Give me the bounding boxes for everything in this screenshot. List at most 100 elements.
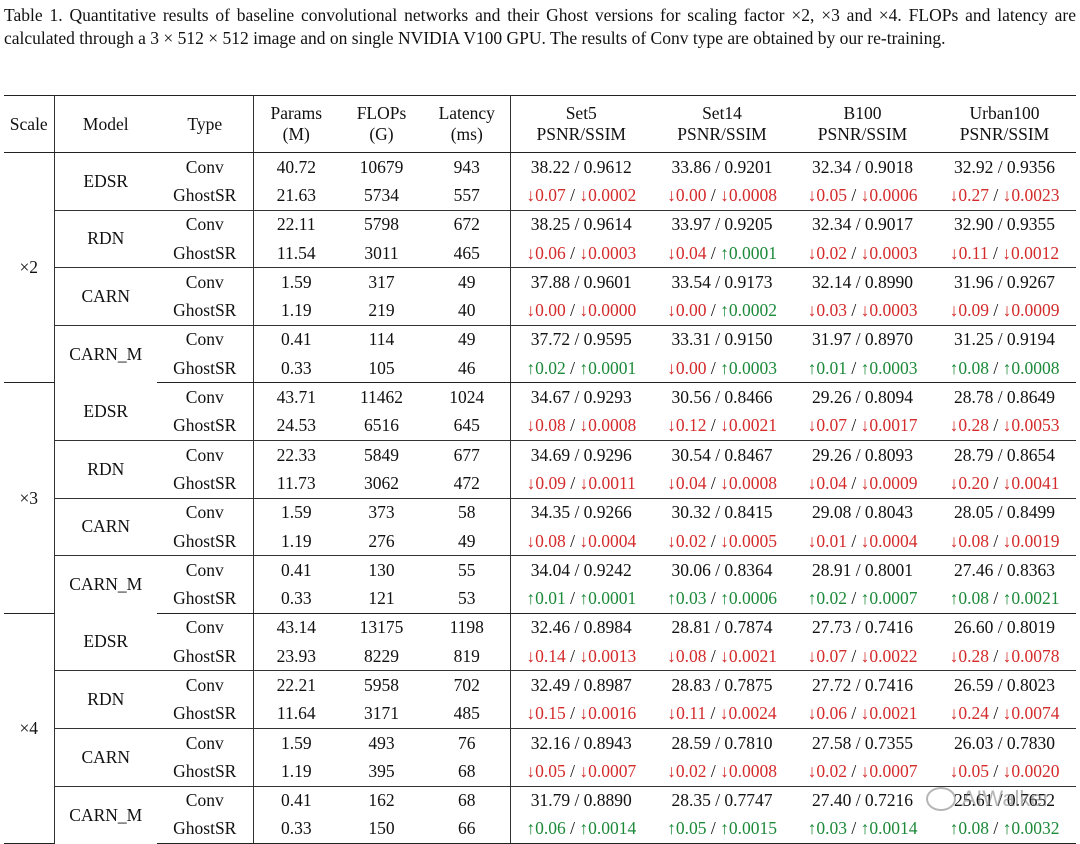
params-conv: 22.21	[253, 671, 339, 700]
type-ghost: GhostSR	[157, 469, 253, 498]
psnr-delta: ↓0.04	[808, 473, 847, 493]
urban100-conv: 31.96 / 0.9267	[933, 268, 1076, 297]
set5-conv: 34.69 / 0.9296	[510, 440, 652, 469]
set14-conv: 33.31 / 0.9150	[652, 325, 792, 354]
type-ghost: GhostSR	[157, 527, 253, 556]
set5-delta: ↓0.15 / ↓0.0016	[510, 700, 652, 729]
flops-conv: 10679	[339, 153, 424, 182]
psnr-delta: ↓0.14	[526, 646, 565, 666]
latency-conv: 702	[424, 671, 510, 700]
set5-delta: ↓0.00 / ↓0.0000	[510, 296, 652, 325]
params-ghost: 11.73	[253, 469, 339, 498]
model-name: CARN	[54, 268, 157, 326]
b100-delta: ↓0.02 / ↓0.0007	[792, 757, 933, 786]
set5-conv: 34.67 / 0.9293	[510, 383, 652, 412]
psnr-delta: ↓0.24	[950, 703, 989, 723]
set14-delta: ↓0.00 / ↑0.0003	[652, 354, 792, 383]
type-ghost: GhostSR	[157, 815, 253, 844]
set14-delta: ↓0.08 / ↓0.0021	[652, 642, 792, 671]
ssim-delta: ↓0.0022	[861, 646, 918, 666]
params-conv: 1.59	[253, 268, 339, 297]
ssim-delta: ↓0.0017	[861, 415, 918, 435]
type-conv: Conv	[157, 786, 253, 815]
ssim-delta: ↓0.0041	[1003, 473, 1060, 493]
latency-conv: 1198	[424, 613, 510, 642]
psnr-delta: ↑0.08	[950, 818, 989, 838]
b100-conv: 32.34 / 0.9018	[792, 153, 933, 182]
params-conv: 1.59	[253, 728, 339, 757]
b100-conv: 29.08 / 0.8043	[792, 498, 933, 527]
set5-delta: ↓0.09 / ↓0.0011	[510, 469, 652, 498]
set14-conv: 33.97 / 0.9205	[652, 210, 792, 239]
model-name: CARN_M	[54, 786, 157, 844]
header-metric-b100: PSNR/SSIM	[792, 124, 933, 153]
params-conv: 0.41	[253, 325, 339, 354]
psnr-delta: ↓0.09	[527, 473, 566, 493]
b100-conv: 29.26 / 0.8093	[792, 440, 933, 469]
params-conv: 22.33	[253, 440, 339, 469]
set14-conv: 33.54 / 0.9173	[652, 268, 792, 297]
latency-ghost: 53	[424, 584, 510, 613]
urban100-conv: 31.25 / 0.9194	[933, 325, 1076, 354]
set14-delta: ↓0.04 / ↓0.0008	[652, 469, 792, 498]
ssim-delta: ↓0.0006	[861, 185, 918, 205]
params-ghost: 11.54	[253, 239, 339, 268]
flops-ghost: 5734	[339, 181, 424, 210]
model-name: EDSR	[54, 153, 157, 211]
b100-conv: 28.91 / 0.8001	[792, 556, 933, 585]
ssim-delta: ↑0.0001	[720, 243, 777, 263]
set5-delta: ↑0.02 / ↑0.0001	[510, 354, 652, 383]
type-conv: Conv	[157, 325, 253, 354]
watermark: AIWalker	[926, 786, 1050, 812]
header-set5: Set5	[510, 96, 652, 125]
ssim-delta: ↓0.0004	[579, 531, 636, 551]
urban100-conv: 26.60 / 0.8019	[933, 613, 1076, 642]
set5-conv: 37.88 / 0.9601	[510, 268, 652, 297]
ssim-delta: ↓0.0009	[861, 473, 918, 493]
set14-delta: ↑0.03 / ↑0.0006	[652, 584, 792, 613]
psnr-delta: ↓0.00	[667, 185, 706, 205]
header-model: Model	[54, 96, 157, 153]
latency-conv: 68	[424, 786, 510, 815]
header-latency-unit: (ms)	[424, 124, 510, 153]
psnr-delta: ↓0.02	[667, 531, 706, 551]
psnr-delta: ↓0.02	[808, 243, 847, 263]
b100-conv: 27.40 / 0.7216	[792, 786, 933, 815]
set14-delta: ↑0.05 / ↑0.0015	[652, 815, 792, 844]
latency-ghost: 46	[424, 354, 510, 383]
psnr-delta: ↓0.11	[950, 243, 989, 263]
set5-conv: 32.16 / 0.8943	[510, 728, 652, 757]
b100-delta: ↑0.03 / ↑0.0014	[792, 815, 933, 844]
model-name: RDN	[54, 210, 157, 268]
scale-label: ×4	[4, 613, 54, 843]
psnr-delta: ↑0.02	[808, 588, 847, 608]
flops-ghost: 6516	[339, 412, 424, 441]
type-ghost: GhostSR	[157, 181, 253, 210]
ssim-delta: ↓0.0016	[579, 703, 636, 723]
type-ghost: GhostSR	[157, 412, 253, 441]
set14-delta: ↓0.04 / ↑0.0001	[652, 239, 792, 268]
type-ghost: GhostSR	[157, 700, 253, 729]
ssim-delta: ↑0.0021	[1003, 588, 1060, 608]
psnr-delta: ↑0.05	[667, 818, 706, 838]
params-ghost: 1.19	[253, 296, 339, 325]
psnr-delta: ↓0.08	[526, 531, 565, 551]
psnr-delta: ↑0.02	[526, 358, 565, 378]
psnr-delta: ↓0.08	[950, 531, 989, 551]
psnr-delta: ↓0.01	[808, 531, 847, 551]
ssim-delta: ↑0.0014	[861, 818, 918, 838]
flops-ghost: 3062	[339, 469, 424, 498]
ssim-delta: ↓0.0003	[579, 243, 636, 263]
type-conv: Conv	[157, 440, 253, 469]
latency-ghost: 645	[424, 412, 510, 441]
